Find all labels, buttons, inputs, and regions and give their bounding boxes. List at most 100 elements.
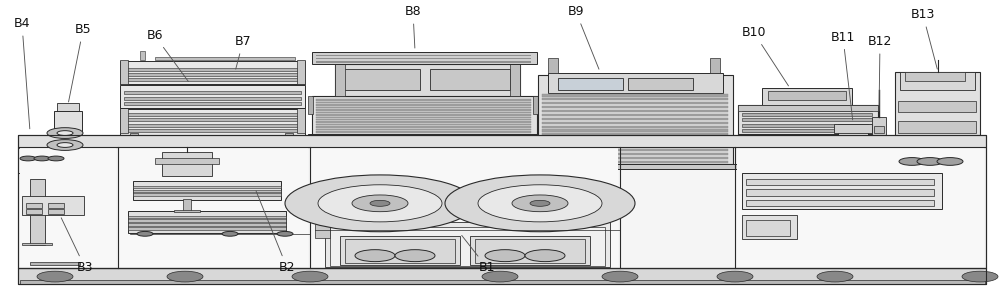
- Bar: [297, 60, 305, 84]
- Bar: [22, 196, 84, 215]
- Circle shape: [917, 158, 943, 165]
- Bar: [316, 124, 531, 125]
- Bar: [542, 114, 728, 116]
- Bar: [345, 239, 455, 263]
- Bar: [316, 114, 531, 116]
- Bar: [133, 190, 281, 192]
- Circle shape: [395, 250, 435, 262]
- Bar: [22, 147, 60, 164]
- Bar: [316, 102, 531, 103]
- Bar: [57, 103, 79, 114]
- Circle shape: [34, 156, 50, 161]
- Bar: [738, 105, 878, 111]
- Bar: [475, 239, 585, 263]
- Circle shape: [277, 231, 293, 236]
- Bar: [133, 186, 281, 188]
- Bar: [542, 98, 728, 100]
- Bar: [20, 147, 116, 267]
- Text: B3: B3: [61, 218, 93, 274]
- Bar: [316, 121, 531, 123]
- Bar: [316, 61, 531, 62]
- Bar: [312, 147, 618, 267]
- Bar: [285, 133, 293, 147]
- Bar: [124, 129, 301, 132]
- Bar: [738, 105, 878, 135]
- Bar: [768, 91, 846, 100]
- Bar: [746, 189, 934, 196]
- Bar: [542, 106, 728, 108]
- Bar: [124, 118, 301, 121]
- Bar: [133, 181, 281, 200]
- Circle shape: [57, 143, 73, 147]
- Circle shape: [47, 128, 83, 138]
- Text: B5: B5: [69, 23, 91, 102]
- Bar: [542, 102, 728, 104]
- Bar: [120, 85, 305, 108]
- Text: B2: B2: [256, 191, 295, 274]
- Bar: [742, 108, 872, 111]
- Circle shape: [817, 271, 853, 282]
- Bar: [340, 236, 460, 265]
- Bar: [183, 199, 191, 211]
- Bar: [18, 135, 986, 268]
- Bar: [297, 108, 305, 133]
- Circle shape: [370, 200, 390, 206]
- Bar: [128, 219, 286, 222]
- Bar: [22, 243, 52, 245]
- Bar: [120, 147, 308, 267]
- Bar: [312, 145, 537, 148]
- Bar: [542, 157, 728, 159]
- Circle shape: [482, 271, 518, 282]
- Bar: [542, 133, 728, 135]
- Bar: [316, 99, 531, 101]
- Bar: [533, 96, 538, 114]
- Text: B9: B9: [568, 5, 599, 69]
- Bar: [20, 280, 985, 284]
- Circle shape: [37, 271, 73, 282]
- Bar: [548, 73, 723, 93]
- Circle shape: [222, 231, 238, 236]
- Bar: [315, 223, 330, 238]
- Circle shape: [292, 271, 328, 282]
- Bar: [124, 73, 301, 76]
- Circle shape: [20, 156, 36, 161]
- Bar: [316, 131, 531, 133]
- Bar: [18, 268, 986, 284]
- Bar: [898, 142, 976, 153]
- Bar: [316, 62, 531, 63]
- Bar: [335, 64, 345, 96]
- Bar: [308, 134, 541, 147]
- Bar: [128, 227, 286, 230]
- Bar: [174, 210, 200, 212]
- Circle shape: [445, 175, 635, 232]
- Bar: [542, 118, 728, 120]
- Bar: [542, 94, 728, 97]
- Bar: [898, 162, 976, 173]
- Bar: [742, 215, 797, 239]
- Bar: [470, 236, 590, 265]
- Bar: [155, 158, 219, 164]
- Bar: [120, 108, 128, 133]
- Bar: [542, 126, 728, 128]
- Bar: [746, 220, 790, 236]
- Bar: [120, 61, 305, 84]
- Text: B8: B8: [405, 5, 421, 48]
- Bar: [316, 112, 531, 113]
- Bar: [542, 129, 728, 132]
- Bar: [124, 113, 301, 116]
- Bar: [128, 216, 286, 218]
- Bar: [895, 72, 980, 179]
- Bar: [542, 153, 728, 155]
- Bar: [128, 211, 286, 233]
- Text: B1: B1: [462, 235, 495, 274]
- Bar: [162, 152, 212, 176]
- Bar: [48, 209, 64, 214]
- Bar: [316, 107, 531, 108]
- Bar: [155, 57, 295, 60]
- Bar: [30, 179, 45, 245]
- Bar: [120, 109, 305, 135]
- Circle shape: [137, 231, 153, 236]
- Circle shape: [512, 195, 568, 212]
- Bar: [898, 121, 976, 133]
- Bar: [124, 102, 301, 105]
